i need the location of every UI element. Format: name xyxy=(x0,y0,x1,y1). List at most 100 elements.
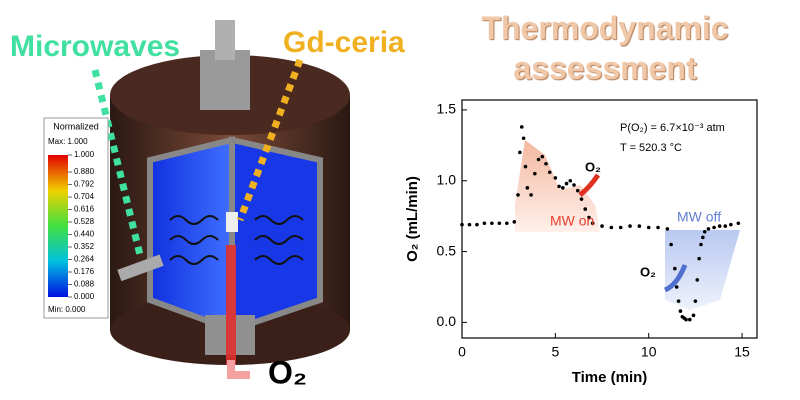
data-point xyxy=(564,181,569,186)
colorbar-tick-label: 0.792 xyxy=(74,180,95,189)
data-point xyxy=(525,186,530,190)
data-point xyxy=(723,224,728,228)
data-point xyxy=(516,193,520,197)
y-axis-label: O₂ (mL/min) xyxy=(404,176,421,262)
data-point xyxy=(684,317,688,322)
data-point xyxy=(706,227,711,231)
data-point xyxy=(656,225,660,230)
data-point xyxy=(575,188,580,193)
colorbar-tick-label: 0.000 xyxy=(74,292,95,301)
data-point xyxy=(678,309,683,313)
annotation: O₂ xyxy=(640,264,656,279)
data-point xyxy=(583,207,588,211)
data-point xyxy=(460,222,464,227)
x-tick-label: 5 xyxy=(551,344,559,360)
data-point xyxy=(467,222,472,227)
chart-title: Thermodynamic assessment xyxy=(481,10,729,86)
colorbar: Normalized Max: 1.000 Min: 0.000 1.000 0.… xyxy=(43,117,109,319)
annotation: MW on xyxy=(550,213,594,229)
data-point xyxy=(572,183,576,187)
colorbar-tick-label: 0.440 xyxy=(74,230,95,239)
arrow xyxy=(663,264,688,293)
product-label: O₂ xyxy=(268,354,307,390)
annotation: T = 520.3 °C xyxy=(620,142,682,154)
data-point xyxy=(687,317,692,322)
data-point xyxy=(557,184,561,189)
data-point xyxy=(579,197,584,201)
mw-off-region xyxy=(665,230,740,310)
data-point xyxy=(676,299,681,303)
data-point xyxy=(609,225,614,230)
data-point xyxy=(568,178,573,183)
colorbar-tick-label: 0.176 xyxy=(74,267,95,276)
data-point xyxy=(512,220,517,224)
data-point xyxy=(628,224,632,228)
data-point xyxy=(590,221,595,226)
plot-frame xyxy=(461,99,758,339)
x-axis-label: Time (min) xyxy=(572,369,648,386)
data-point xyxy=(497,221,502,226)
data-point xyxy=(618,225,623,230)
colorbar-max: Max: 1.000 xyxy=(48,137,88,146)
colorbar-tick-label: 0.528 xyxy=(74,217,95,226)
material-label: Gd-ceria xyxy=(283,26,405,59)
data-point xyxy=(536,157,541,162)
data-point xyxy=(637,224,642,228)
annotation: P(O₂) = 6.7×10⁻³ atm xyxy=(620,122,725,134)
data-point xyxy=(702,229,707,234)
annotation: MW off xyxy=(677,209,721,225)
colorbar-tick-label: 0.088 xyxy=(74,280,95,289)
data-point xyxy=(587,215,591,220)
data-point xyxy=(673,266,677,271)
y-tick-label: 1.5 xyxy=(437,101,457,117)
data-point xyxy=(717,224,722,228)
data-point xyxy=(699,242,703,247)
microwaves-label: Microwaves xyxy=(10,30,180,63)
data-point xyxy=(475,222,479,227)
colorbar-tick-label: 0.352 xyxy=(74,242,95,251)
colorbar-tick-label: 0.616 xyxy=(74,205,95,214)
data-point xyxy=(600,224,604,228)
data-point xyxy=(561,186,565,190)
data-point xyxy=(693,299,698,303)
data-point xyxy=(729,222,733,227)
data-point xyxy=(519,125,524,129)
data-point xyxy=(533,171,537,176)
data-point xyxy=(712,225,716,230)
y-tick-label: 0.5 xyxy=(437,242,457,258)
annotation: O₂ xyxy=(585,159,601,174)
colorbar-tick-label: 1.000 xyxy=(74,150,95,159)
colorbar-tick-label: 0.264 xyxy=(74,255,95,264)
data-point xyxy=(544,161,548,166)
data-point xyxy=(490,221,494,226)
data-point xyxy=(505,221,509,226)
colorbar-tick-label: 0.880 xyxy=(74,167,95,176)
x-tick-label: 0 xyxy=(458,344,466,360)
data-point xyxy=(646,225,651,230)
colorbar-title: Normalized xyxy=(53,121,99,131)
data-point xyxy=(540,154,545,159)
arrow xyxy=(578,173,601,197)
data-point xyxy=(691,313,696,318)
colorbar-min: Min: 0.000 xyxy=(48,305,86,314)
plot: 0 5 10 15 0.0 0.5 1.0 1.5 Time (min) O₂ (mL/min) xyxy=(404,99,758,386)
data-point xyxy=(669,242,673,247)
data-point xyxy=(674,285,679,289)
colorbar-tick-label: 0.704 xyxy=(74,192,95,201)
data-point xyxy=(518,150,522,155)
data-point xyxy=(701,235,705,240)
data-point xyxy=(695,278,700,282)
data-point xyxy=(482,221,487,226)
data-point xyxy=(736,221,741,226)
data-point xyxy=(553,176,558,180)
y-tick-label: 1.0 xyxy=(437,171,457,187)
reactor xyxy=(91,20,350,379)
data-point xyxy=(529,193,533,197)
x-tick-label: 10 xyxy=(641,344,657,360)
data-point xyxy=(697,256,701,261)
y-tick-label: 0.0 xyxy=(437,313,457,329)
data-point xyxy=(523,164,528,169)
data-point xyxy=(547,170,552,175)
